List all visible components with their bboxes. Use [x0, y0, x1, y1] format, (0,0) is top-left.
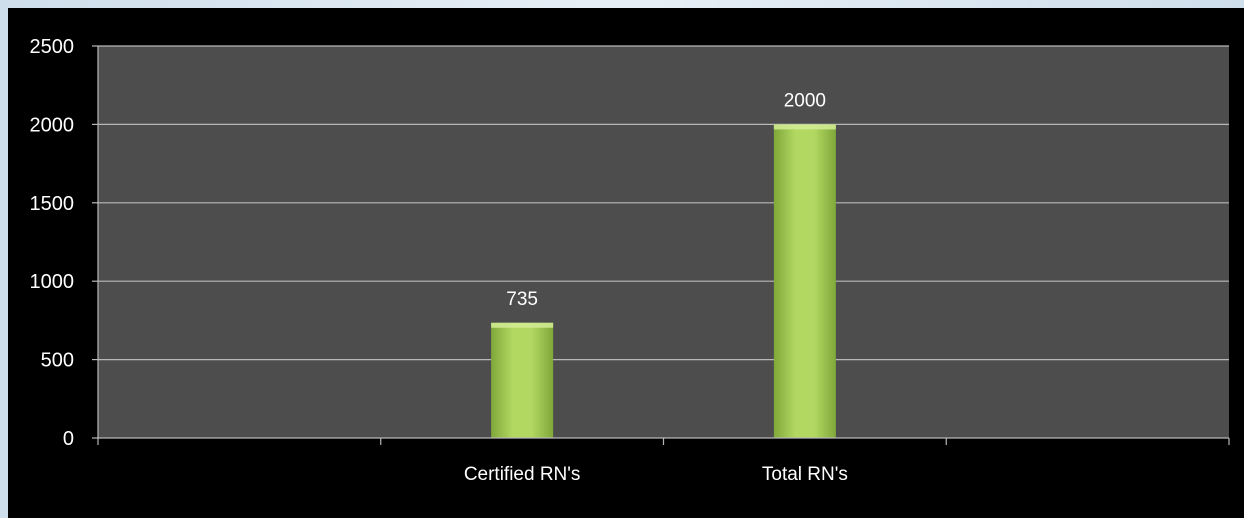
gridlines	[98, 45, 1229, 361]
y-tick-label: 500	[41, 350, 74, 372]
bar-highlight	[491, 322, 554, 328]
bars	[491, 124, 836, 439]
chart-panel: 0 500 1000 1500 2000 2500 735 Certified RN's 200…	[8, 8, 1244, 518]
y-tick-label: 1500	[30, 193, 75, 215]
bar-chart: 0 500 1000 1500 2000 2500 735 Certified RN's 200…	[30, 36, 1230, 485]
x-category-label: Certified RN's	[464, 464, 581, 485]
x-category-label: Total RN's	[762, 464, 848, 485]
y-tick-label: 0	[63, 428, 74, 450]
y-tick-label: 2500	[30, 36, 75, 58]
data-label: 2000	[784, 90, 826, 111]
labels: 0 500 1000 1500 2000 2500 735 Certified RN's 200…	[30, 36, 848, 485]
data-label: 735	[506, 289, 538, 310]
bar	[491, 322, 554, 438]
plot-background	[98, 46, 1229, 438]
y-tick-label: 2000	[30, 114, 75, 136]
bar-highlight	[773, 124, 836, 130]
axes	[92, 45, 1230, 445]
bar	[773, 124, 836, 439]
plot-area	[98, 46, 1229, 438]
y-tick-label: 1000	[30, 271, 75, 293]
